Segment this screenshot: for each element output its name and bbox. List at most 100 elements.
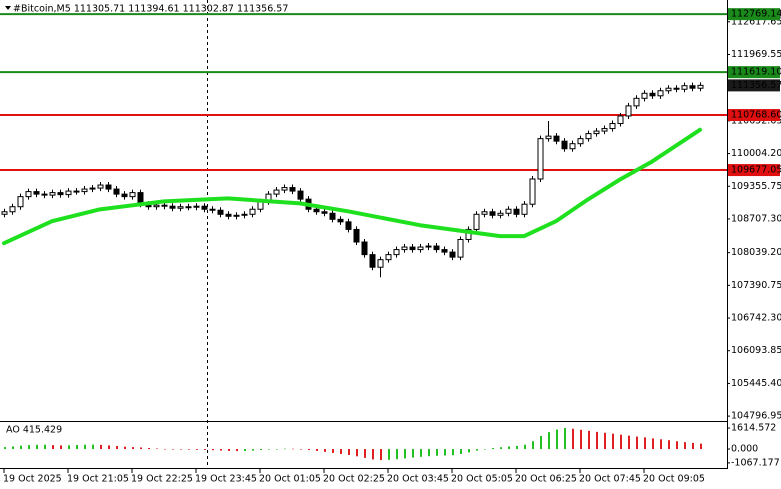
candle-body [465, 228, 472, 240]
x-tick-label: 20 Oct 05:05 [451, 474, 513, 485]
candle-body [25, 191, 32, 198]
candle-body [313, 208, 320, 213]
candle-body [401, 246, 408, 251]
candle-body [321, 211, 328, 214]
ao-bar [140, 447, 142, 450]
ao-bar [332, 449, 334, 453]
candle-body [553, 135, 560, 142]
ao-y-tick-label: -1067.177 [731, 457, 780, 468]
candle-body [593, 130, 600, 135]
x-tick-label: 20 Oct 09:05 [643, 474, 705, 485]
ao-bar [612, 433, 614, 450]
ao-bar [356, 449, 358, 457]
candle-body [169, 205, 176, 209]
x-tick-label: 20 Oct 01:05 [259, 474, 321, 485]
x-tick-label: 20 Oct 06:25 [515, 474, 577, 485]
ao-bar [548, 432, 550, 450]
candle-body [497, 212, 504, 216]
ao-bar [556, 429, 558, 450]
ao-bar [108, 445, 110, 450]
ao-bar [476, 449, 478, 451]
candle-body [73, 190, 80, 193]
candle-body [689, 85, 696, 89]
x-tick-label: 19 Oct 23:45 [195, 474, 257, 485]
candle-body [657, 90, 664, 97]
level-label-box [728, 66, 780, 79]
candle-body [281, 187, 288, 191]
candle-body [249, 208, 256, 215]
ao-bar [228, 449, 230, 451]
ao-bar [620, 434, 622, 450]
candle-body [337, 218, 344, 223]
candle-body [577, 138, 584, 145]
candle-body [545, 135, 552, 140]
ao-bar [412, 449, 414, 458]
candle-body [161, 204, 168, 207]
ao-bar [220, 449, 222, 451]
candle-body [377, 259, 384, 268]
ao-bar [292, 448, 294, 450]
y-tick-label: 110004.20 [731, 148, 781, 159]
candle-body [1, 211, 8, 215]
candle-body [65, 190, 72, 196]
ao-bar [700, 443, 702, 450]
candle-body [569, 143, 576, 150]
y-tick-label: 108039.20 [731, 247, 781, 258]
ao-bar [524, 444, 526, 450]
ao-bar [212, 449, 214, 451]
candle-body [9, 206, 16, 213]
candle-body [513, 208, 520, 215]
ao-bar [540, 436, 542, 450]
x-tick-label: 20 Oct 02:25 [323, 474, 385, 485]
level-label: 112769.14 [731, 9, 781, 20]
candle-body [289, 187, 296, 192]
ao-bar [532, 441, 534, 450]
ao-bar [564, 428, 566, 450]
x-tick-label: 20 Oct 07:45 [579, 474, 641, 485]
y-tick-label: 109355.75 [731, 181, 781, 192]
candle-body [617, 115, 624, 125]
ao-bar [596, 431, 598, 450]
candle-body [665, 87, 672, 92]
ao-bar [604, 432, 606, 450]
y-tick-label: 108707.30 [731, 213, 781, 224]
candle-body [233, 214, 240, 217]
candle-body [41, 193, 48, 196]
candle-body [353, 228, 360, 243]
ao-bar [364, 449, 366, 458]
ao-bar [196, 449, 198, 450]
ao-bar [92, 444, 94, 450]
candle-body [177, 206, 184, 209]
ao-bar [572, 428, 574, 450]
ao-bar [252, 449, 254, 451]
ao-bar [20, 445, 22, 450]
ao-bar [4, 447, 6, 450]
candle-body [457, 238, 464, 258]
moving-average [2, 127, 702, 246]
ao-bar [188, 449, 190, 450]
y-tick-label: 107390.75 [731, 280, 781, 291]
y-tick-label: 112617.65 [731, 16, 781, 27]
ao-bar [244, 449, 246, 451]
candle-body [505, 208, 512, 214]
candle-body [369, 254, 376, 268]
candle-body [257, 201, 264, 210]
candle-body [225, 213, 232, 217]
ao-bar [452, 449, 454, 456]
candle-body [449, 251, 456, 258]
ao-bar [284, 448, 286, 450]
ao-bar [516, 445, 518, 450]
ao-bar [428, 449, 430, 457]
level-label: 110768.60 [731, 110, 781, 121]
collapse-icon [5, 6, 11, 10]
candle-body [385, 254, 392, 261]
ao-bar [644, 437, 646, 450]
ao-bar [652, 438, 654, 450]
y-tick-label: 105445.40 [731, 378, 781, 389]
candle-body [153, 204, 160, 208]
ao-bar [676, 441, 678, 450]
candle-body [409, 246, 416, 251]
y-tick-label: 106742.30 [731, 313, 781, 324]
candle-body [297, 190, 304, 200]
